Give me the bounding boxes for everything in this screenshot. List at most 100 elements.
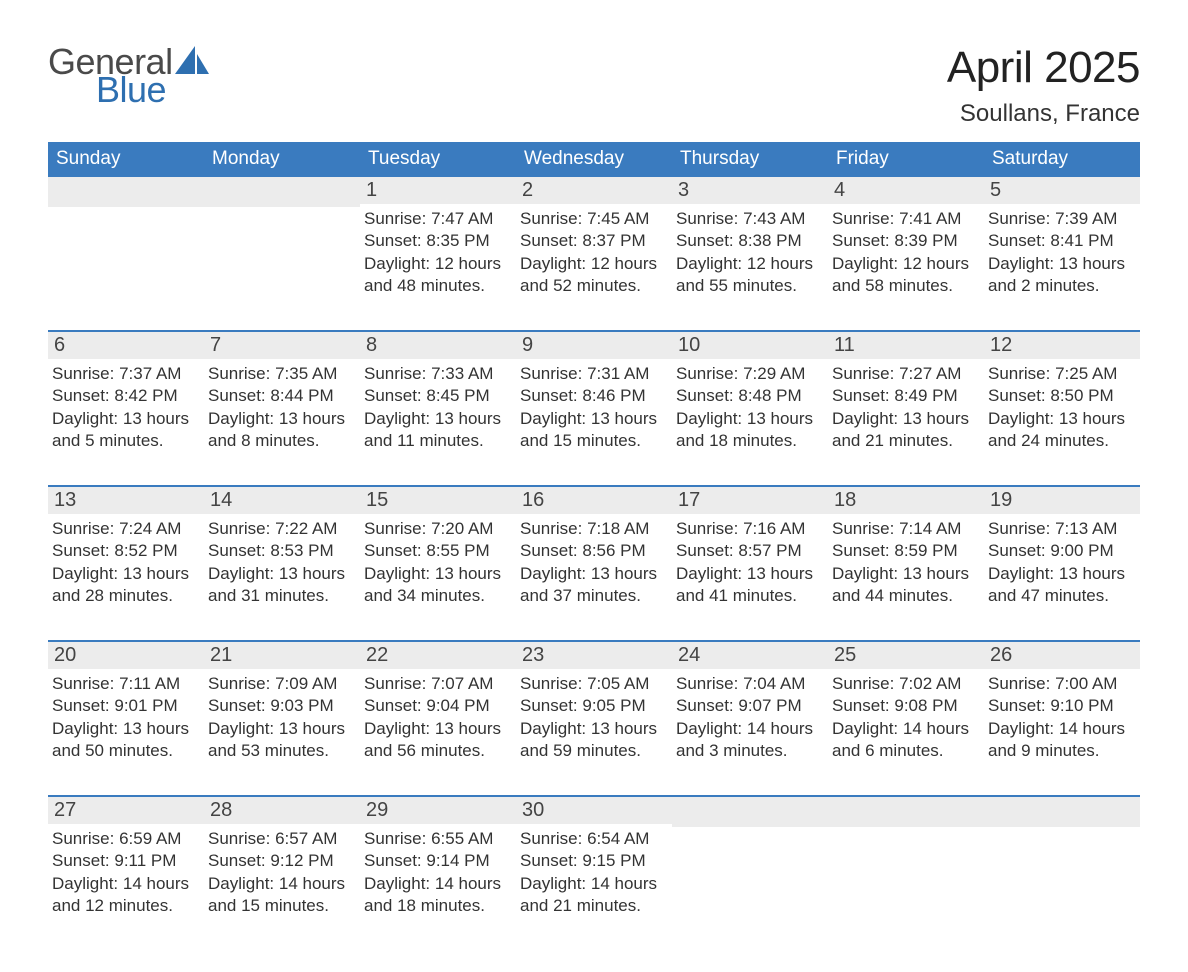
day-cell: 14Sunrise: 7:22 AMSunset: 8:53 PMDayligh… [204, 487, 360, 622]
day-sunset: Sunset: 9:12 PM [208, 850, 356, 872]
day-sunset: Sunset: 9:04 PM [364, 695, 512, 717]
day-sunrise: Sunrise: 7:47 AM [364, 208, 512, 230]
day-daylight1: Daylight: 13 hours [832, 408, 980, 430]
day-cell: 19Sunrise: 7:13 AMSunset: 9:00 PMDayligh… [984, 487, 1140, 622]
day-sunrise: Sunrise: 7:27 AM [832, 363, 980, 385]
day-sunset: Sunset: 8:50 PM [988, 385, 1136, 407]
day-daylight1: Daylight: 12 hours [832, 253, 980, 275]
day-details: Sunrise: 6:54 AMSunset: 9:15 PMDaylight:… [516, 824, 672, 916]
day-sunrise: Sunrise: 7:37 AM [52, 363, 200, 385]
day-sunrise: Sunrise: 7:41 AM [832, 208, 980, 230]
weekday-header: Thursday [672, 142, 828, 177]
day-cell: 13Sunrise: 7:24 AMSunset: 8:52 PMDayligh… [48, 487, 204, 622]
day-number: 29 [360, 797, 516, 824]
day-daylight2: and 37 minutes. [520, 585, 668, 607]
day-sunset: Sunset: 8:44 PM [208, 385, 356, 407]
day-sunrise: Sunrise: 6:54 AM [520, 828, 668, 850]
day-cell: 1Sunrise: 7:47 AMSunset: 8:35 PMDaylight… [360, 177, 516, 312]
day-sunset: Sunset: 9:10 PM [988, 695, 1136, 717]
calendar-grid: Sunday Monday Tuesday Wednesday Thursday… [48, 142, 1140, 932]
day-daylight2: and 50 minutes. [52, 740, 200, 762]
day-daylight1: Daylight: 12 hours [520, 253, 668, 275]
day-cell: 12Sunrise: 7:25 AMSunset: 8:50 PMDayligh… [984, 332, 1140, 467]
day-sunrise: Sunrise: 7:45 AM [520, 208, 668, 230]
day-sunrise: Sunrise: 7:07 AM [364, 673, 512, 695]
day-sunrise: Sunrise: 7:00 AM [988, 673, 1136, 695]
day-daylight2: and 18 minutes. [676, 430, 824, 452]
day-details: Sunrise: 7:13 AMSunset: 9:00 PMDaylight:… [984, 514, 1140, 606]
day-cell: 9Sunrise: 7:31 AMSunset: 8:46 PMDaylight… [516, 332, 672, 467]
day-sunrise: Sunrise: 7:29 AM [676, 363, 824, 385]
day-sunrise: Sunrise: 7:35 AM [208, 363, 356, 385]
day-daylight1: Daylight: 13 hours [364, 718, 512, 740]
day-cell: 7Sunrise: 7:35 AMSunset: 8:44 PMDaylight… [204, 332, 360, 467]
day-sunrise: Sunrise: 6:57 AM [208, 828, 356, 850]
day-number [672, 797, 828, 827]
day-cell: 24Sunrise: 7:04 AMSunset: 9:07 PMDayligh… [672, 642, 828, 777]
weekday-header: Wednesday [516, 142, 672, 177]
day-cell: 8Sunrise: 7:33 AMSunset: 8:45 PMDaylight… [360, 332, 516, 467]
day-daylight2: and 55 minutes. [676, 275, 824, 297]
day-cell: 22Sunrise: 7:07 AMSunset: 9:04 PMDayligh… [360, 642, 516, 777]
day-cell [672, 797, 828, 932]
day-details: Sunrise: 7:11 AMSunset: 9:01 PMDaylight:… [48, 669, 204, 761]
day-number: 20 [48, 642, 204, 669]
day-daylight2: and 41 minutes. [676, 585, 824, 607]
day-number: 2 [516, 177, 672, 204]
day-number: 3 [672, 177, 828, 204]
day-cell: 28Sunrise: 6:57 AMSunset: 9:12 PMDayligh… [204, 797, 360, 932]
day-details: Sunrise: 7:41 AMSunset: 8:39 PMDaylight:… [828, 204, 984, 296]
day-details: Sunrise: 6:55 AMSunset: 9:14 PMDaylight:… [360, 824, 516, 916]
day-cell: 23Sunrise: 7:05 AMSunset: 9:05 PMDayligh… [516, 642, 672, 777]
day-daylight2: and 52 minutes. [520, 275, 668, 297]
day-cell: 5Sunrise: 7:39 AMSunset: 8:41 PMDaylight… [984, 177, 1140, 312]
day-cell: 20Sunrise: 7:11 AMSunset: 9:01 PMDayligh… [48, 642, 204, 777]
day-daylight2: and 31 minutes. [208, 585, 356, 607]
day-sunset: Sunset: 8:38 PM [676, 230, 824, 252]
day-number: 26 [984, 642, 1140, 669]
day-daylight1: Daylight: 13 hours [208, 408, 356, 430]
day-daylight2: and 47 minutes. [988, 585, 1136, 607]
day-sunset: Sunset: 8:35 PM [364, 230, 512, 252]
day-daylight2: and 28 minutes. [52, 585, 200, 607]
day-details: Sunrise: 7:16 AMSunset: 8:57 PMDaylight:… [672, 514, 828, 606]
day-sunset: Sunset: 9:08 PM [832, 695, 980, 717]
day-daylight1: Daylight: 14 hours [208, 873, 356, 895]
day-sunset: Sunset: 8:55 PM [364, 540, 512, 562]
day-daylight2: and 53 minutes. [208, 740, 356, 762]
day-cell: 11Sunrise: 7:27 AMSunset: 8:49 PMDayligh… [828, 332, 984, 467]
day-number: 11 [828, 332, 984, 359]
day-daylight2: and 58 minutes. [832, 275, 980, 297]
day-sunset: Sunset: 8:39 PM [832, 230, 980, 252]
day-number: 6 [48, 332, 204, 359]
day-daylight1: Daylight: 13 hours [988, 253, 1136, 275]
day-details: Sunrise: 7:33 AMSunset: 8:45 PMDaylight:… [360, 359, 516, 451]
day-daylight2: and 12 minutes. [52, 895, 200, 917]
location-label: Soullans, France [947, 100, 1140, 128]
day-details: Sunrise: 7:37 AMSunset: 8:42 PMDaylight:… [48, 359, 204, 451]
day-details: Sunrise: 7:35 AMSunset: 8:44 PMDaylight:… [204, 359, 360, 451]
day-daylight1: Daylight: 13 hours [676, 408, 824, 430]
day-sunrise: Sunrise: 7:04 AM [676, 673, 824, 695]
day-details: Sunrise: 7:14 AMSunset: 8:59 PMDaylight:… [828, 514, 984, 606]
weekday-header: Saturday [984, 142, 1140, 177]
day-sunset: Sunset: 8:41 PM [988, 230, 1136, 252]
day-number: 19 [984, 487, 1140, 514]
day-sunrise: Sunrise: 7:02 AM [832, 673, 980, 695]
day-daylight2: and 21 minutes. [832, 430, 980, 452]
day-sunset: Sunset: 8:57 PM [676, 540, 824, 562]
day-number [204, 177, 360, 207]
day-sunset: Sunset: 9:00 PM [988, 540, 1136, 562]
day-daylight2: and 9 minutes. [988, 740, 1136, 762]
day-details: Sunrise: 7:45 AMSunset: 8:37 PMDaylight:… [516, 204, 672, 296]
day-details: Sunrise: 7:39 AMSunset: 8:41 PMDaylight:… [984, 204, 1140, 296]
day-cell: 4Sunrise: 7:41 AMSunset: 8:39 PMDaylight… [828, 177, 984, 312]
day-daylight1: Daylight: 14 hours [988, 718, 1136, 740]
day-sunset: Sunset: 9:15 PM [520, 850, 668, 872]
day-number: 7 [204, 332, 360, 359]
day-number: 14 [204, 487, 360, 514]
day-details: Sunrise: 6:57 AMSunset: 9:12 PMDaylight:… [204, 824, 360, 916]
day-sunset: Sunset: 9:05 PM [520, 695, 668, 717]
day-sunset: Sunset: 8:52 PM [52, 540, 200, 562]
calendar-week: 20Sunrise: 7:11 AMSunset: 9:01 PMDayligh… [48, 640, 1140, 777]
